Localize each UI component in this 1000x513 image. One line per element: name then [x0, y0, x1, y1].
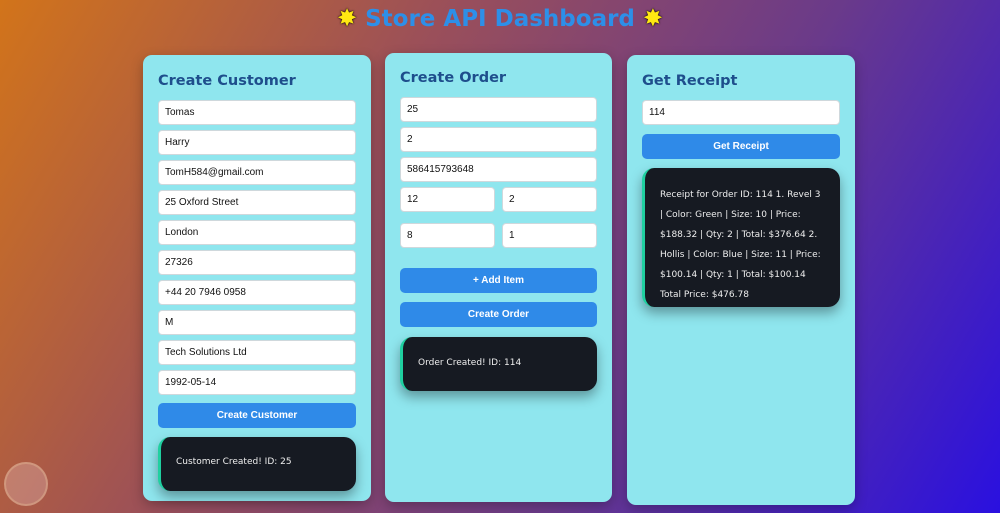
watermark-logo [4, 462, 48, 506]
customer-field-input[interactable]: Harry [158, 130, 356, 155]
item-qty-input[interactable]: 2 [502, 187, 597, 212]
customer-field-input[interactable]: 25 Oxford Street [158, 190, 356, 215]
customer-field-input[interactable]: 27326 [158, 250, 356, 275]
star-icon: ✸ [336, 4, 358, 32]
get-receipt-card: Get Receipt 114 Get Receipt Receipt for … [627, 55, 855, 505]
result-text: Customer Created! ID: 25 [176, 457, 292, 467]
add-item-button[interactable]: + Add Item [400, 268, 597, 293]
result-text: Receipt for Order ID: 114 1. Revel 3 | C… [660, 190, 821, 300]
card-title: Create Order [400, 70, 507, 86]
result-text: Order Created! ID: 114 [418, 358, 522, 368]
get-receipt-button[interactable]: Get Receipt [642, 134, 840, 159]
item-product-input[interactable]: 8 [400, 223, 495, 248]
order-result: Order Created! ID: 114 [400, 337, 597, 391]
title-text: Store API Dashboard [365, 6, 635, 32]
card-number-input[interactable]: 586415793648 [400, 157, 597, 182]
card-title: Create Customer [158, 73, 296, 89]
customer-field-input[interactable]: 1992-05-14 [158, 370, 356, 395]
create-customer-button[interactable]: Create Customer [158, 403, 356, 428]
quantity-input[interactable]: 2 [400, 127, 597, 152]
customer-result: Customer Created! ID: 25 [158, 437, 356, 491]
create-customer-card: Create Customer Tomas Harry TomH584@gmail.… [143, 55, 371, 501]
customer-field-input[interactable]: TomH584@gmail.com [158, 160, 356, 185]
item-product-input[interactable]: 12 [400, 187, 495, 212]
customer-field-input[interactable]: M [158, 310, 356, 335]
customer-field-input[interactable]: Tomas [158, 100, 356, 125]
customer-field-input[interactable]: London [158, 220, 356, 245]
customer-field-input[interactable]: +44 20 7946 0958 [158, 280, 356, 305]
order-id-input[interactable]: 114 [642, 100, 840, 125]
customer-field-input[interactable]: Tech Solutions Ltd [158, 340, 356, 365]
card-title: Get Receipt [642, 73, 738, 89]
customer-id-input[interactable]: 25 [400, 97, 597, 122]
page-title: ✸ Store API Dashboard ✸ [0, 4, 1000, 32]
star-icon: ✸ [642, 4, 664, 32]
create-order-button[interactable]: Create Order [400, 302, 597, 327]
create-order-card: Create Order 25 2 586415793648 12 2 8 1 … [385, 53, 612, 502]
item-qty-input[interactable]: 1 [502, 223, 597, 248]
receipt-result: Receipt for Order ID: 114 1. Revel 3 | C… [642, 168, 840, 307]
